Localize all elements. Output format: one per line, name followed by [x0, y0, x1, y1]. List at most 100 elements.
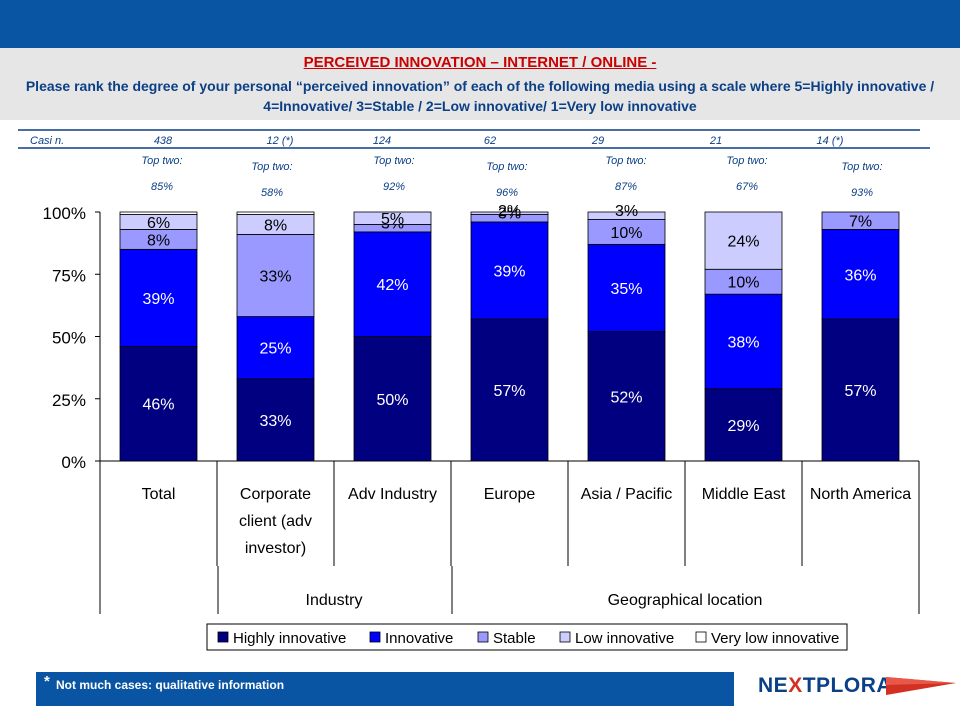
data-label: 38%	[727, 334, 759, 351]
data-label: 35%	[610, 281, 642, 298]
bar-segment	[119, 211, 198, 215]
case-count: 29	[591, 135, 604, 147]
data-label: 2%	[498, 203, 521, 220]
top-two-label: Top two:	[486, 161, 527, 173]
bar-segment	[821, 318, 900, 462]
bar-segment	[704, 293, 783, 390]
category-label: North America	[810, 486, 911, 503]
data-label: 50%	[376, 392, 408, 409]
bar-segment	[236, 378, 315, 462]
top-two-value: 92%	[383, 181, 405, 193]
data-label: 33%	[259, 413, 291, 430]
bar-segment	[587, 331, 666, 462]
top-two-label: Top two:	[141, 155, 182, 167]
data-label: 25%	[259, 341, 291, 358]
group-label: Industry	[306, 592, 363, 609]
data-label: 33%	[259, 268, 291, 285]
top-two-label: Top two:	[726, 155, 767, 167]
logo-flag-icon	[886, 677, 956, 695]
bar-segment	[821, 229, 900, 320]
legend-box	[206, 623, 848, 651]
legend-label: Low innovative	[575, 630, 674, 647]
nextplora-logo: NEXTPLORA	[758, 674, 958, 698]
data-label: 57%	[844, 383, 876, 400]
bar-segment	[236, 211, 315, 215]
footnote-text: Not much cases: qualitative information	[56, 678, 285, 692]
case-count: 14 (*)	[817, 135, 844, 147]
y-tick-label: 100%	[43, 204, 86, 223]
category-label: Adv Industry	[348, 486, 437, 503]
y-tick-label: 0%	[61, 453, 86, 472]
data-label: 42%	[376, 277, 408, 294]
top-two-label: Top two:	[841, 161, 882, 173]
data-label: 3%	[615, 203, 638, 220]
bar-segment	[119, 248, 198, 347]
data-label: 24%	[727, 234, 759, 251]
legend-swatch	[695, 631, 707, 643]
case-count: 62	[484, 135, 496, 147]
bar-segment	[236, 234, 315, 317]
bar-segment	[587, 243, 666, 332]
top-two-value: 85%	[151, 181, 173, 193]
case-count: 12 (*)	[267, 135, 294, 147]
case-count: 124	[373, 135, 391, 147]
data-label: 6%	[147, 215, 170, 232]
legend-swatch	[477, 631, 489, 643]
stacked-bar-chart: Casi n. 438 12 (*) 124 62 29 21 14 (*) Top two: 8…	[18, 129, 930, 651]
y-tick-label: 75%	[52, 266, 86, 285]
case-count: 21	[709, 135, 722, 147]
legend-label: Stable	[493, 630, 536, 647]
top-two-value: 58%	[261, 187, 283, 199]
legend-label: Innovative	[385, 630, 453, 647]
bar-segment	[353, 231, 432, 337]
category-label: Asia / Pacific	[581, 486, 673, 503]
data-label: 7%	[849, 214, 872, 231]
title-band	[0, 48, 960, 120]
bar-segment	[821, 211, 900, 230]
group-label: Geographical location	[608, 592, 763, 609]
y-tick-label: 25%	[52, 391, 86, 410]
top-two-label: Top two:	[605, 155, 646, 167]
category-label: Middle East	[702, 486, 786, 503]
footer-bar	[36, 672, 734, 706]
top-two-value: 93%	[851, 187, 873, 199]
bar-segment	[470, 221, 549, 320]
bar-segment	[119, 346, 198, 462]
top-two-value: 87%	[615, 181, 637, 193]
data-label: 5%	[381, 211, 404, 228]
survey-question: Please rank the degree of your personal …	[25, 78, 935, 114]
slide-title: PERCEIVED INNOVATION – INTERNET / ONLINE…	[303, 54, 657, 71]
top-two-value: 96%	[496, 187, 518, 199]
data-label: 46%	[142, 397, 174, 414]
y-tick-label: 50%	[52, 329, 86, 348]
category-label: Total	[142, 486, 176, 503]
logo-wordmark: NEXTPLORA	[758, 674, 893, 697]
bar-segment	[353, 211, 432, 225]
top-two-label: Top two:	[251, 161, 292, 173]
header-bar	[0, 0, 960, 48]
bar-segment	[236, 316, 315, 380]
legend-label: Highly innovative	[233, 630, 346, 647]
bar-segment	[704, 211, 783, 270]
bar-segment	[470, 318, 549, 462]
data-label: 29%	[727, 418, 759, 435]
data-label: 57%	[493, 383, 525, 400]
legend-label: Very low innovative	[711, 630, 839, 647]
data-label: 52%	[610, 389, 642, 406]
bar-segment	[587, 211, 666, 220]
data-label: 8%	[264, 217, 287, 234]
case-count: 438	[154, 135, 173, 147]
bar-segment	[353, 336, 432, 462]
category-label: Europe	[484, 486, 536, 503]
bar-segment	[704, 268, 783, 295]
data-label: 36%	[844, 267, 876, 284]
data-label: 39%	[493, 264, 525, 281]
legend-swatch	[559, 631, 571, 643]
data-label: 10%	[610, 225, 642, 242]
bar-segment	[704, 388, 783, 462]
data-label: 39%	[142, 291, 174, 308]
legend-swatch	[369, 631, 381, 643]
top-two-value: 67%	[736, 181, 758, 193]
category-label: Corporate	[240, 486, 311, 503]
category-label: investor)	[245, 540, 306, 557]
